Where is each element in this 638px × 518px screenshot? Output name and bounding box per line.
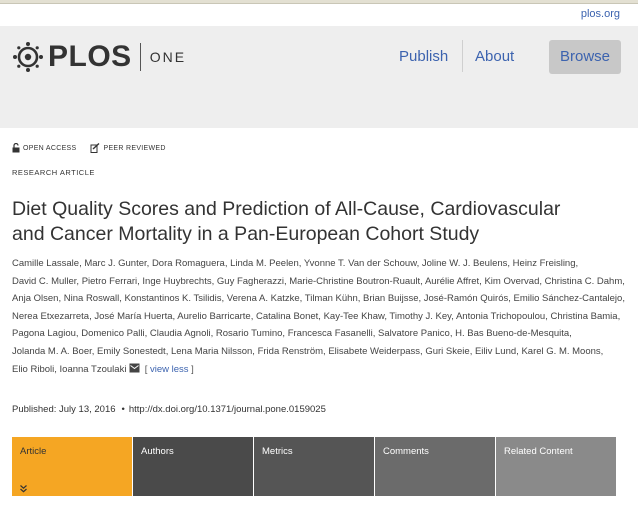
author-name[interactable]: Marc J. Gunter	[84, 258, 147, 269]
author-list: Camille Lassale, Marc J. Gunter, Dora Ro…	[12, 258, 625, 375]
plos-one-logo[interactable]: PLOS ONE	[12, 40, 186, 74]
author-name[interactable]: Christina C. Dahm	[544, 275, 623, 287]
author-name[interactable]: Rosario Tumino	[215, 328, 283, 340]
author-name[interactable]: Inge Huybrechts	[142, 275, 212, 287]
author-name[interactable]: Claudia Agnoli	[149, 328, 211, 340]
envelope-icon[interactable]	[129, 363, 140, 373]
nav-about[interactable]: About	[475, 48, 515, 65]
doi-link[interactable]: http://dx.doi.org/10.1371/journal.pone.0…	[128, 404, 326, 415]
author-name[interactable]: Jolanda M. A. Boer	[12, 345, 92, 357]
logo-wordmark: PLOS	[48, 40, 132, 73]
author-name[interactable]: José María Huerta	[94, 310, 173, 322]
logo-separator	[139, 43, 141, 71]
author-name[interactable]: Dora Romaguera	[151, 258, 225, 269]
article-title: Diet Quality Scores and Prediction of Al…	[12, 197, 612, 247]
peer-review-icon	[90, 143, 100, 153]
article-title-line-2: and Cancer Mortality in a Pan-European C…	[12, 223, 480, 245]
tab-metrics-label: Metrics	[262, 446, 293, 457]
open-access-badge[interactable]: OPEN ACCESS	[12, 143, 76, 153]
open-access-label: OPEN ACCESS	[23, 144, 77, 152]
view-less-link[interactable]: view less	[150, 363, 189, 375]
author-name[interactable]: Marie-Christine Boutron-Ruault	[289, 275, 421, 287]
article-tabs: Article Authors Metrics Comments Related…	[12, 437, 616, 496]
author-name[interactable]: David C. Muller	[12, 275, 77, 287]
author-name[interactable]: Elio Riboli	[12, 363, 55, 375]
article-title-line-1: Diet Quality Scores and Prediction of Al…	[12, 198, 561, 220]
author-name[interactable]: H. Bas Bueno-de-Mesquita	[455, 328, 570, 340]
author-name[interactable]: Antonia Trichopoulou	[455, 310, 546, 322]
author-name[interactable]: Pagona Lagiou	[12, 328, 76, 340]
published-date: Published: July 13, 2016	[12, 404, 116, 415]
author-name[interactable]: Nerea Etxezarreta	[12, 310, 90, 322]
author-name[interactable]: Eiliv Lund	[474, 345, 517, 357]
author-name[interactable]: Elisabete Weiderpass	[328, 345, 421, 357]
author-name[interactable]: Ioanna Tzoulaki	[59, 363, 127, 375]
tab-authors-label: Authors	[141, 446, 174, 457]
author-name[interactable]: Joline W. J. Beulens	[421, 258, 508, 269]
tab-comments-label: Comments	[383, 446, 429, 457]
tab-metrics[interactable]: Metrics	[254, 437, 374, 496]
author-name[interactable]: Aurelio Barricarte	[177, 310, 251, 322]
tab-article-label: Article	[20, 446, 47, 457]
browser-chrome-strip	[0, 0, 638, 4]
plos-org-link[interactable]: plos.org	[580, 8, 620, 20]
author-name[interactable]: Linda M. Peelen	[230, 258, 299, 269]
author-name[interactable]: Domenico Palli	[81, 328, 145, 340]
nav-divider	[462, 40, 463, 72]
author-name[interactable]: Emily Sonestedt	[97, 345, 166, 357]
site-header: plos.org PLOS ONE Publish About Browse	[0, 4, 638, 128]
nav-publish[interactable]: Publish	[399, 48, 449, 65]
author-name[interactable]: Yvonne T. Van der Schouw	[303, 258, 417, 269]
main-nav: Publish About Browse	[0, 40, 638, 74]
author-name[interactable]: Konstantinos K. Tsilidis	[124, 293, 222, 305]
author-name[interactable]: José-Ramón Quirós	[423, 293, 509, 305]
view-less-toggle: [ view less ]	[142, 363, 194, 375]
peer-reviewed-label: PEER REVIEWED	[103, 144, 166, 152]
plos-logo-icon	[13, 42, 43, 72]
author-name[interactable]: Camille Lassale	[12, 258, 80, 269]
tab-related-content[interactable]: Related Content	[496, 437, 616, 496]
bullet-separator: •	[121, 404, 125, 415]
author-name[interactable]: Aurélie Affret	[424, 275, 480, 287]
author-name[interactable]: Kim Overvad	[484, 275, 540, 287]
unlock-icon	[12, 143, 20, 153]
publication-info: Published: July 13, 2016 • http://dx.doi.o…	[12, 404, 326, 415]
author-name[interactable]: Nina Roswall	[63, 293, 120, 305]
author-name[interactable]: Pietro Ferrari	[81, 275, 138, 287]
double-chevron-down-icon	[20, 485, 27, 493]
author-name[interactable]: Guri Skeie	[425, 345, 470, 357]
author-name[interactable]: Tilman Kühn	[304, 293, 358, 305]
author-name[interactable]: Heinz Freisling	[512, 258, 576, 269]
author-name[interactable]: Timothy J. Key	[389, 310, 452, 322]
author-name[interactable]: Emilio Sánchez-Cantalejo	[513, 293, 623, 305]
author-name[interactable]: Kay-Tee Khaw	[323, 310, 385, 322]
article-type: RESEARCH ARTICLE	[12, 168, 95, 177]
author-name[interactable]: Frida Renström	[257, 345, 324, 357]
tab-comments[interactable]: Comments	[375, 437, 495, 496]
author-name[interactable]: Verena A. Katzke	[226, 293, 300, 305]
journal-name: ONE	[149, 49, 187, 65]
author-name[interactable]: Anja Olsen	[12, 293, 59, 305]
author-name[interactable]: Karel G. M. Moons	[521, 345, 601, 357]
author-name[interactable]: Salvatore Panico	[378, 328, 450, 340]
author-name[interactable]: Christina Bamia	[550, 310, 618, 322]
article-badges: OPEN ACCESS PEER REVIEWED	[12, 142, 180, 154]
author-name[interactable]: Lena Maria Nilsson	[170, 345, 253, 357]
author-name[interactable]: Brian Buijsse	[363, 293, 419, 305]
tab-authors[interactable]: Authors	[133, 437, 253, 496]
peer-reviewed-badge[interactable]: PEER REVIEWED	[90, 143, 165, 153]
nav-browse-button[interactable]: Browse	[549, 40, 621, 74]
top-bar: plos.org	[0, 4, 638, 26]
tab-related-content-label: Related Content	[504, 446, 573, 457]
author-name[interactable]: Catalina Bonet	[255, 310, 319, 322]
tab-article[interactable]: Article	[12, 437, 132, 496]
author-name[interactable]: Guy Fagherazzi	[216, 275, 284, 287]
author-name[interactable]: Francesca Fasanelli	[287, 328, 373, 340]
